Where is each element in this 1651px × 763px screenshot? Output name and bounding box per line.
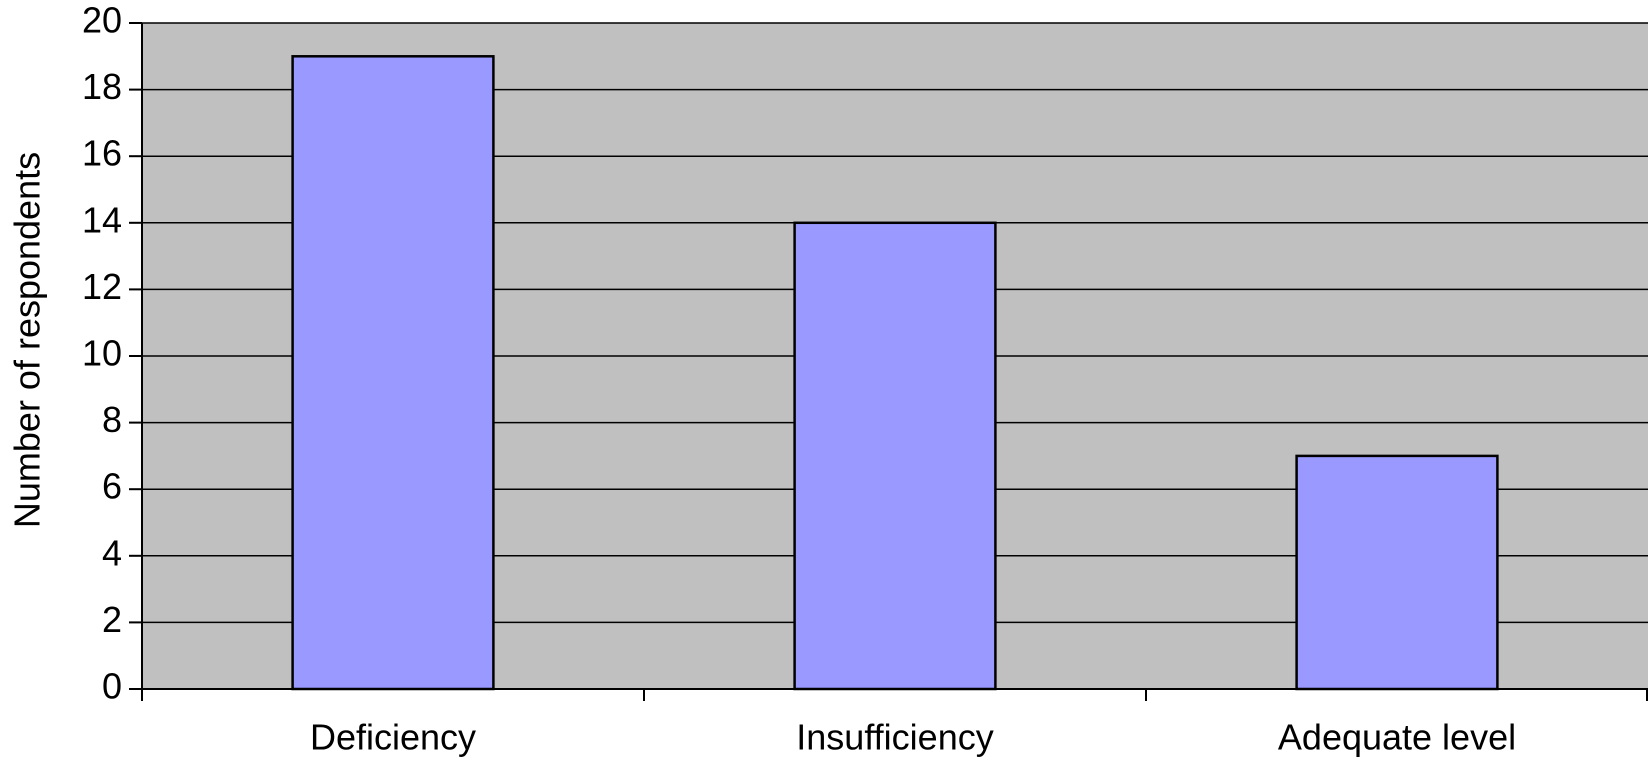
y-tick-label: 10 [82,333,122,374]
y-tick-label: 0 [102,666,122,707]
bar [1295,454,1499,691]
y-tick-label: 2 [102,599,122,640]
y-tick-label: 4 [102,532,122,573]
bar [793,221,997,691]
y-tick-label: 16 [82,133,122,174]
y-tick-label: 8 [102,399,122,440]
y-tick-label: 6 [102,466,122,507]
y-tick-label: 20 [82,0,122,41]
y-tick-label: 12 [82,266,122,307]
x-tick-label: Adequate level [1278,717,1516,758]
x-tick-label: Insufficiency [796,717,993,758]
y-axis-label: Number of respondents [7,152,48,528]
bar [291,55,495,691]
y-tick-label: 14 [82,199,122,240]
x-tick-label: Deficiency [310,717,476,758]
y-tick-label: 18 [82,66,122,107]
